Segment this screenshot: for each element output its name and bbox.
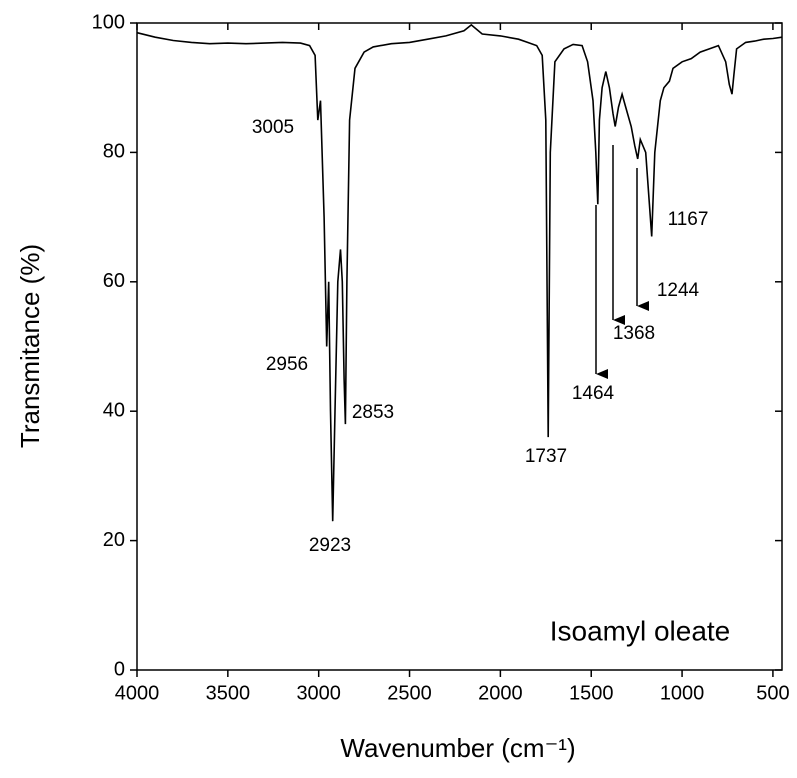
peak-label: 1464 bbox=[572, 383, 615, 404]
x-tick-label: 2500 bbox=[387, 682, 432, 704]
peak-label: 1368 bbox=[613, 323, 655, 344]
x-axis-title: Wavenumber (cm⁻¹) bbox=[340, 733, 575, 763]
y-tick-label: 0 bbox=[114, 658, 125, 680]
peak-label: 2956 bbox=[266, 354, 308, 375]
x-tick-label: 4000 bbox=[115, 682, 160, 704]
plot-frame bbox=[136, 22, 783, 671]
y-tick-label: 20 bbox=[103, 529, 125, 551]
x-tick-label: 500 bbox=[756, 682, 789, 704]
y-tick-label: 40 bbox=[103, 399, 125, 421]
x-tick-label: 3000 bbox=[296, 682, 341, 704]
peak-label: 2923 bbox=[309, 535, 351, 556]
spectrum-line bbox=[136, 23, 783, 522]
y-axis-title: Transmitance (%) bbox=[15, 244, 45, 448]
y-tick-label: 80 bbox=[103, 141, 125, 163]
peak-label: 1167 bbox=[668, 209, 709, 230]
peak-label: 3005 bbox=[252, 117, 294, 138]
x-tick-label: 3500 bbox=[206, 682, 251, 704]
peak-label: 2853 bbox=[352, 402, 394, 423]
x-tick-label: 1000 bbox=[660, 682, 705, 704]
y-tick-label: 100 bbox=[92, 11, 125, 33]
peak-label: 1737 bbox=[525, 446, 567, 467]
x-tick-label: 2000 bbox=[478, 682, 523, 704]
legend-text: Isoamyl oleate bbox=[550, 615, 731, 646]
y-tick-label: 60 bbox=[103, 270, 125, 292]
peak-label: 1244 bbox=[657, 280, 700, 301]
x-tick-label: 1500 bbox=[569, 682, 614, 704]
